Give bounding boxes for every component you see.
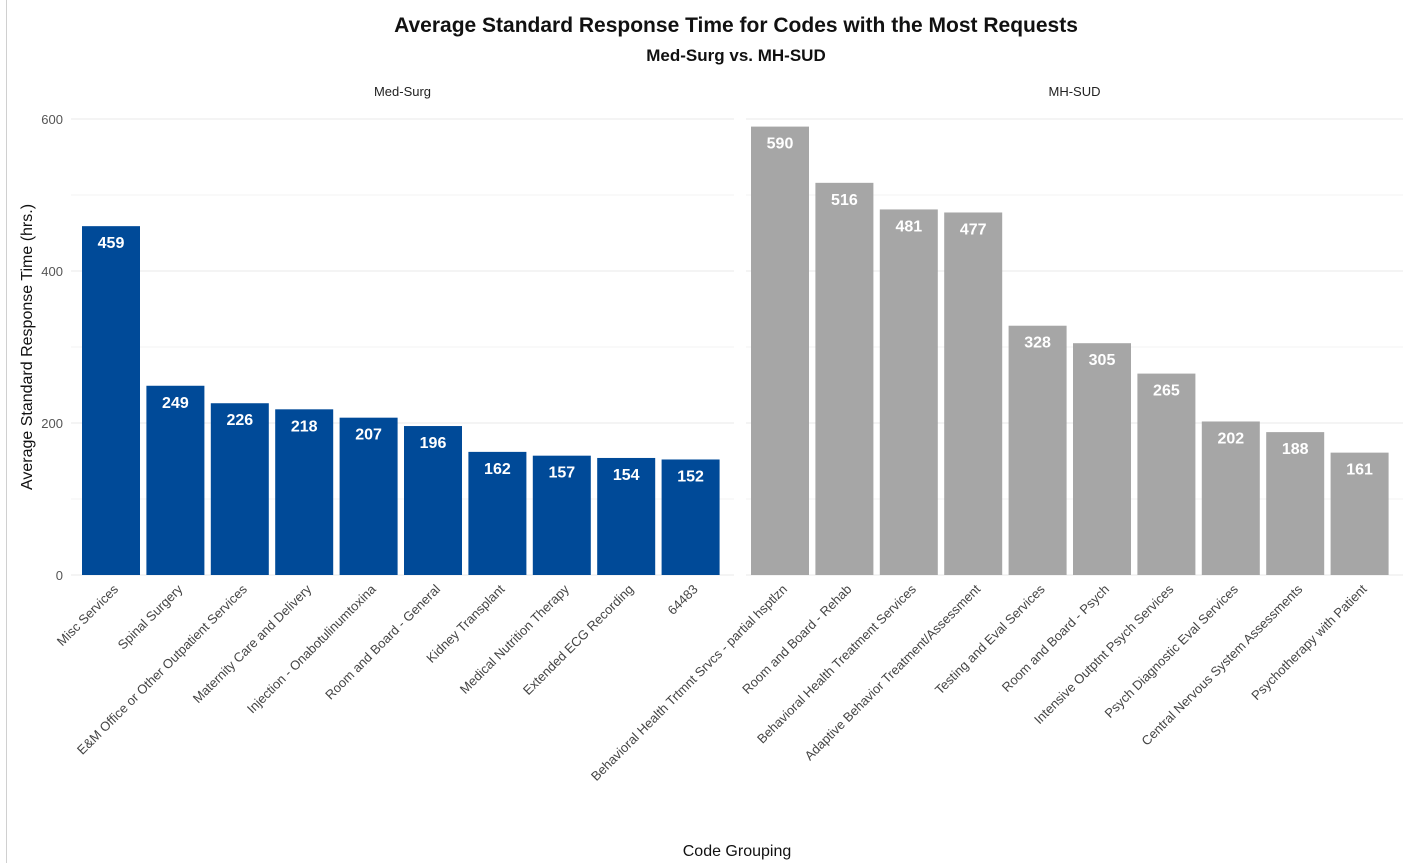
bar [1330,452,1389,575]
x-tick-label: Extended ECG Recording [520,582,636,698]
x-tick-label: Testing and Eval Services [932,581,1048,697]
data-label: 249 [162,395,189,412]
bar [275,409,334,575]
data-label: 196 [420,435,447,452]
data-label: 162 [484,461,511,478]
x-axis-title: Code Grouping [683,843,792,860]
x-tick-label: Misc Services [54,581,122,649]
data-label: 202 [1217,430,1244,447]
bar [146,385,205,575]
bar [532,455,591,575]
x-tick-label: Spinal Surgery [115,581,186,652]
chart-title: Average Standard Response Time for Codes… [394,14,1078,37]
facet-label: Med-Surg [374,84,431,99]
data-label: 161 [1346,462,1373,479]
x-tick-label: Room and Board - Rehab [739,582,854,697]
data-label: 218 [291,418,318,435]
chart-subtitle: Med-Surg vs. MH-SUD [646,46,826,65]
data-label: 459 [98,235,125,252]
bar [1137,373,1196,575]
y-tick-label: 600 [41,112,63,127]
x-tick-label: Room and Board - General [322,581,443,702]
y-tick-label: 400 [41,264,63,279]
bar [815,182,874,575]
bar [751,126,809,575]
data-label: 477 [960,221,987,238]
x-tick-label: Psych Diagnostic Eval Services [1102,581,1242,721]
x-tick-label: Intensive Outptnt Psych Services [1031,581,1177,727]
facet-label: MH-SUD [1049,84,1101,99]
bar [339,417,398,575]
y-tick-label: 0 [56,568,63,583]
bar [944,212,1003,576]
bar [1266,432,1325,575]
bar [468,451,527,575]
data-label: 265 [1153,383,1180,400]
x-tick-label: Maternity Care and Delivery [190,581,315,706]
x-tick-label: Psychotherapy with Patient [1248,581,1370,703]
x-tick-label: Room and Board - Psych [999,582,1112,695]
bar [879,209,938,575]
data-label: 516 [831,192,858,209]
data-label: 305 [1089,352,1116,369]
data-label: 328 [1024,335,1051,352]
bar [1201,421,1260,575]
y-axis-title: Average Standard Response Time (hrs.) [19,204,36,490]
bar [661,459,720,575]
bar [210,403,269,575]
data-label: 226 [226,412,253,429]
data-label: 481 [895,218,922,235]
data-label: 188 [1282,441,1309,458]
data-label: 154 [613,467,640,484]
bar [597,457,656,575]
data-label: 207 [355,427,382,444]
bar [82,226,140,575]
frame-border [6,0,7,863]
x-tick-label: Medical Nutrition Therapy [457,581,573,697]
x-tick-label: Injection - Onabotulinumtoxina [244,581,379,716]
data-label: 157 [548,465,575,482]
data-label: 152 [677,468,704,485]
data-label: 590 [767,136,794,153]
bar [404,426,462,575]
bar [1073,343,1131,575]
x-tick-label: 64483 [665,582,701,618]
bar [1008,325,1067,575]
y-tick-label: 200 [41,416,63,431]
